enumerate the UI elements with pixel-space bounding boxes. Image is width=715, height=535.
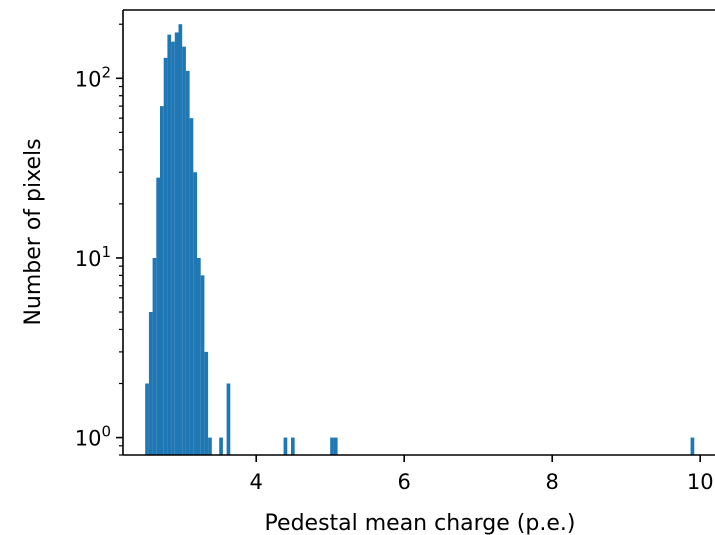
y-tick-label-exponent: 0 <box>101 423 111 441</box>
x-tick-label: 6 <box>398 470 411 494</box>
x-tick-label: 8 <box>546 470 559 494</box>
histogram-bar <box>283 437 288 455</box>
histogram-bar <box>200 275 205 455</box>
histogram-bar <box>189 118 194 455</box>
histogram-bar <box>185 70 190 456</box>
y-tick-label-exponent: 2 <box>101 63 111 81</box>
x-tick-label: 4 <box>250 470 263 494</box>
histogram-bar <box>171 41 175 455</box>
histogram-bar <box>226 383 231 455</box>
histogram-bar <box>197 257 201 455</box>
histogram-bar <box>182 46 186 456</box>
histogram-bar <box>152 257 157 455</box>
x-axis-label: Pedestal mean charge (p.e.) <box>265 511 576 535</box>
x-axis-ticks: 4 6 8 10 <box>250 455 714 494</box>
y-tick-label-base: 10 <box>75 427 102 451</box>
y-tick-label-base: 10 <box>75 67 102 91</box>
histogram-bar <box>156 177 160 455</box>
histogram-bar <box>333 437 338 455</box>
histogram-bar <box>167 34 172 455</box>
axes <box>122 9 715 456</box>
histogram-bar <box>690 437 695 455</box>
histogram-bar <box>193 172 197 456</box>
histogram-bar <box>163 57 168 455</box>
y-tick-label: 100 <box>75 423 111 451</box>
histogram-bar <box>219 437 223 455</box>
y-tick-label-base: 10 <box>75 247 102 271</box>
x-tick-label: 10 <box>687 470 714 494</box>
histogram-bar <box>204 351 209 455</box>
histogram-bars <box>145 24 695 456</box>
y-tick-label: 101 <box>75 243 111 271</box>
histogram-bar <box>330 437 334 455</box>
histogram-bar <box>178 24 183 455</box>
y-tick-label-exponent: 1 <box>101 243 111 261</box>
histogram-bar <box>290 437 295 455</box>
histogram-bar <box>208 437 212 455</box>
y-tick-label: 102 <box>75 63 111 91</box>
y-axis-label: Number of pixels <box>21 138 46 325</box>
histogram-bar <box>148 312 153 455</box>
histogram-bar <box>145 383 149 455</box>
histogram-bar <box>174 32 179 455</box>
histogram-bar <box>160 106 164 455</box>
